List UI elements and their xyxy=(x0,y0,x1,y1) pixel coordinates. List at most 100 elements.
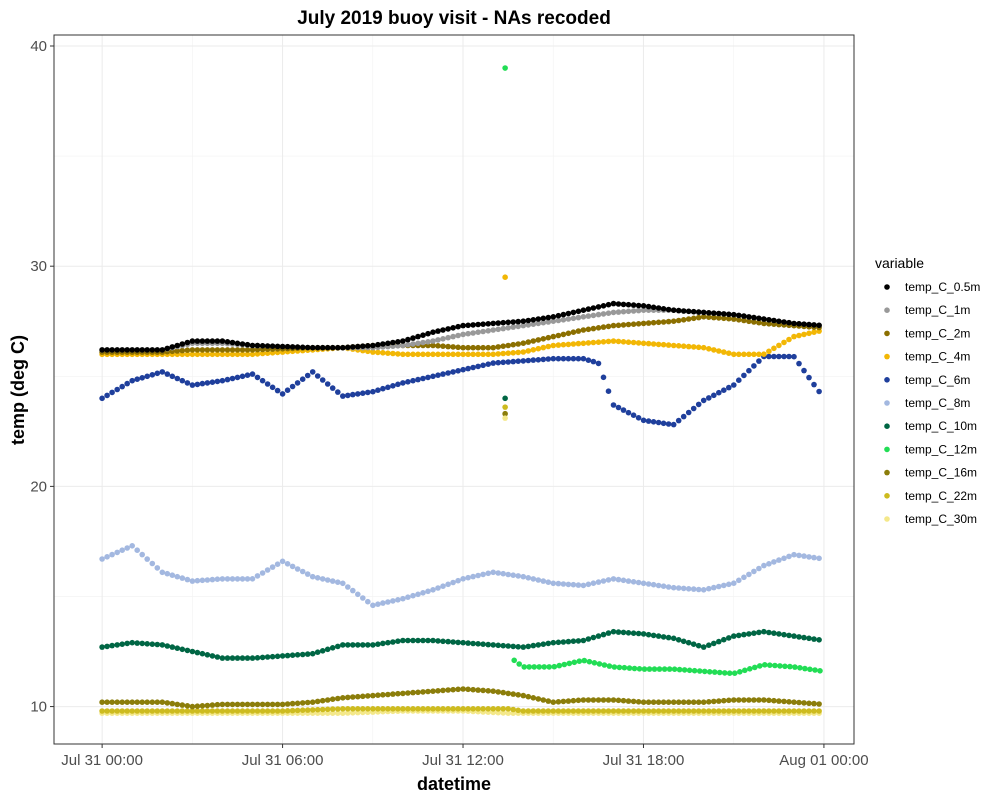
data-point xyxy=(680,699,687,705)
data-point xyxy=(189,382,196,388)
data-point xyxy=(239,351,246,358)
data-point xyxy=(350,706,356,712)
data-point xyxy=(284,652,291,659)
data-point xyxy=(345,706,351,712)
y-axis: 10 20 30 40 xyxy=(30,38,54,716)
data-point xyxy=(184,339,191,346)
data-point xyxy=(650,708,657,714)
data-point xyxy=(445,351,451,358)
data-point xyxy=(430,688,436,694)
data-point xyxy=(711,640,717,647)
data-point xyxy=(259,654,266,661)
data-point xyxy=(545,708,552,714)
data-point xyxy=(530,347,537,353)
data-point xyxy=(380,706,386,712)
data-point xyxy=(460,706,466,712)
data-point xyxy=(229,701,236,708)
data-point xyxy=(440,343,446,350)
data-point xyxy=(695,699,702,705)
legend-item: temp_C_8m xyxy=(884,396,970,410)
data-point xyxy=(440,351,446,358)
legend-key xyxy=(884,400,890,406)
data-point xyxy=(239,373,246,380)
data-point xyxy=(595,708,602,714)
data-point xyxy=(680,638,687,645)
data-point xyxy=(415,706,421,712)
data-point xyxy=(635,708,642,714)
data-point xyxy=(540,315,547,322)
data-point xyxy=(259,343,266,349)
data-point xyxy=(430,706,436,712)
data-point xyxy=(189,347,196,353)
data-point xyxy=(721,349,727,355)
data-point xyxy=(716,389,722,396)
data-point xyxy=(726,384,732,391)
data-point xyxy=(274,561,281,567)
data-point xyxy=(695,314,702,321)
data-point xyxy=(269,384,276,391)
data-point xyxy=(615,322,622,329)
data-point xyxy=(184,703,191,709)
data-point xyxy=(284,561,291,567)
data-point xyxy=(691,667,698,674)
data-point xyxy=(590,580,597,586)
data-point xyxy=(109,699,115,705)
data-point xyxy=(741,317,747,324)
data-point xyxy=(229,576,236,582)
data-point xyxy=(635,579,642,586)
data-point xyxy=(495,344,502,350)
spot-point xyxy=(502,415,508,421)
data-point xyxy=(109,389,115,396)
plot-border xyxy=(53,34,855,745)
legend-key xyxy=(884,423,890,430)
data-point xyxy=(244,708,251,714)
data-point xyxy=(309,707,316,713)
data-point xyxy=(555,317,562,324)
data-point xyxy=(164,570,171,577)
data-point xyxy=(465,344,471,351)
data-point xyxy=(560,355,567,362)
data-point xyxy=(511,657,517,664)
data-point xyxy=(535,357,542,363)
data-point xyxy=(355,642,361,648)
data-point xyxy=(575,355,582,362)
data-point xyxy=(801,634,807,641)
points-layer xyxy=(99,65,823,716)
data-point xyxy=(485,344,492,351)
data-point xyxy=(179,708,186,714)
data-point xyxy=(525,339,532,345)
data-point xyxy=(314,575,321,581)
data-point xyxy=(635,321,642,327)
data-point xyxy=(680,343,687,350)
data-point xyxy=(214,708,221,714)
data-point xyxy=(615,697,622,704)
data-point xyxy=(139,551,145,558)
data-point xyxy=(294,707,301,714)
data-point xyxy=(395,339,401,345)
data-point xyxy=(314,373,321,379)
data-point xyxy=(640,708,647,714)
data-point xyxy=(475,344,481,351)
data-point xyxy=(114,386,120,393)
data-point xyxy=(721,708,727,714)
data-point xyxy=(751,708,757,714)
data-point xyxy=(304,344,311,351)
data-point xyxy=(139,708,145,714)
data-point xyxy=(660,708,667,714)
data-point xyxy=(450,686,456,693)
data-point xyxy=(605,708,612,714)
data-point xyxy=(620,697,627,704)
data-point xyxy=(244,351,251,358)
data-point xyxy=(796,321,802,327)
data-point xyxy=(134,640,140,646)
data-point xyxy=(480,571,486,578)
data-point xyxy=(590,339,597,346)
data-point xyxy=(370,692,376,699)
data-point xyxy=(430,587,436,593)
data-point xyxy=(405,379,411,385)
data-point xyxy=(515,318,521,325)
data-point xyxy=(189,708,196,714)
data-point xyxy=(630,630,637,636)
data-point xyxy=(641,666,648,672)
data-point xyxy=(721,311,727,317)
